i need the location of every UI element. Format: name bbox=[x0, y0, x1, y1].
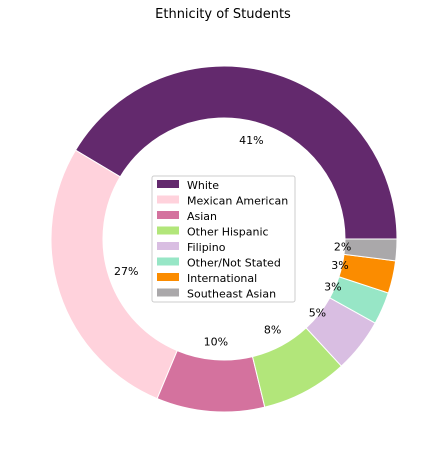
pct-label: 41% bbox=[239, 134, 263, 147]
legend-swatch bbox=[157, 226, 179, 235]
legend: White Mexican American Asian Other Hispanic… bbox=[151, 175, 296, 303]
pct-label: 5% bbox=[309, 306, 326, 319]
legend-label: Other Hispanic bbox=[187, 226, 269, 239]
legend-label: Mexican American bbox=[187, 195, 288, 208]
pct-label: 8% bbox=[264, 324, 281, 337]
legend-label: White bbox=[187, 179, 219, 192]
legend-label: Filipino bbox=[187, 241, 226, 254]
chart-title: Ethnicity of Students bbox=[155, 7, 291, 22]
slice-southeast-asian bbox=[343, 238, 398, 262]
legend-swatch bbox=[157, 288, 179, 297]
legend-label: International bbox=[187, 272, 257, 285]
legend-swatch bbox=[157, 257, 179, 266]
legend-swatch bbox=[157, 195, 179, 204]
legend-swatch bbox=[157, 273, 179, 281]
legend-label: Other/Not Stated bbox=[187, 257, 281, 270]
legend-label: Southeast Asian bbox=[187, 288, 276, 301]
legend-label: Asian bbox=[187, 210, 217, 223]
legend-swatch bbox=[157, 211, 179, 219]
pct-label: 2% bbox=[334, 241, 351, 254]
slices-group bbox=[50, 65, 398, 413]
slice-asian bbox=[156, 349, 266, 413]
slice-mexican-american bbox=[50, 149, 178, 400]
pct-label: 27% bbox=[114, 265, 138, 278]
pct-label: 10% bbox=[204, 336, 228, 349]
pct-label: 3% bbox=[331, 259, 348, 272]
pct-labels-group: 41% 27% 10% 8% 5% 3% 3% 2% bbox=[114, 134, 351, 349]
legend-box bbox=[151, 175, 296, 303]
slice-white bbox=[74, 65, 398, 240]
legend-swatch bbox=[157, 180, 179, 188]
legend-swatch bbox=[157, 242, 179, 250]
pct-label: 3% bbox=[324, 281, 341, 294]
